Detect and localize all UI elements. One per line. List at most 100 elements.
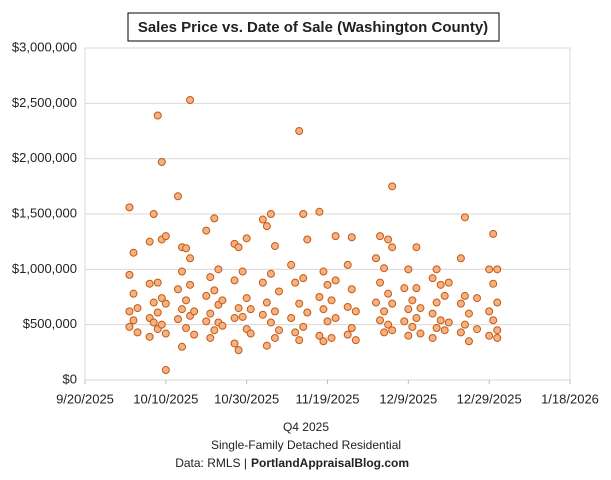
- point: [351, 336, 360, 345]
- point: [173, 192, 182, 201]
- point: [440, 291, 449, 300]
- point: [303, 308, 312, 317]
- point: [327, 296, 336, 305]
- point: [270, 307, 279, 316]
- point: [238, 267, 247, 276]
- point: [473, 294, 482, 303]
- x-tick-label: 10/30/2025: [214, 391, 279, 406]
- point: [266, 210, 275, 218]
- point: [456, 254, 465, 263]
- point: [331, 232, 340, 241]
- point: [489, 229, 498, 238]
- point: [234, 243, 243, 252]
- point: [428, 309, 437, 318]
- point: [372, 298, 380, 307]
- point: [230, 314, 239, 323]
- point: [133, 304, 142, 313]
- x-tick-label: 9/20/2025: [56, 391, 114, 406]
- point: [408, 322, 417, 331]
- point: [270, 333, 279, 342]
- point: [182, 244, 191, 253]
- y-tick-label: $2,000,000: [12, 150, 77, 165]
- point: [493, 265, 502, 274]
- point: [238, 312, 247, 321]
- point: [380, 307, 389, 316]
- point: [376, 278, 385, 287]
- point: [456, 328, 465, 337]
- point: [218, 321, 227, 330]
- point: [258, 215, 267, 224]
- point: [173, 285, 182, 294]
- point: [384, 235, 393, 244]
- point: [432, 298, 441, 307]
- point: [210, 326, 219, 335]
- point: [206, 309, 215, 318]
- point: [149, 318, 158, 327]
- point: [319, 337, 328, 346]
- point: [299, 322, 308, 331]
- point: [270, 242, 279, 251]
- point: [299, 210, 308, 218]
- point: [343, 302, 352, 311]
- point: [295, 299, 304, 308]
- point: [428, 333, 437, 342]
- point: [299, 274, 308, 283]
- point: [323, 280, 332, 289]
- point: [493, 333, 502, 342]
- note: Single-Family Detached Residential: [211, 438, 401, 452]
- point: [202, 291, 211, 300]
- point: [129, 248, 138, 257]
- x-tick-label: 12/29/2025: [457, 391, 522, 406]
- point: [416, 329, 425, 338]
- point: [190, 330, 199, 339]
- point: [432, 265, 441, 274]
- point: [125, 270, 134, 279]
- point: [327, 333, 336, 342]
- chart-title: Sales Price vs. Date of Sale (Washington…: [138, 19, 488, 36]
- point: [315, 293, 324, 301]
- point: [262, 341, 271, 350]
- x-tick-label: 10/10/2025: [133, 391, 198, 406]
- point: [186, 96, 195, 105]
- x-tick-label: 11/19/2025: [295, 391, 359, 406]
- point: [291, 278, 300, 287]
- point: [315, 331, 324, 340]
- point: [206, 333, 215, 342]
- point: [266, 269, 275, 278]
- point: [262, 222, 271, 231]
- point: [319, 305, 328, 314]
- x-tick-label: 12/9/2025: [379, 391, 437, 406]
- y-tick-label: $2,500,000: [12, 95, 77, 110]
- point: [380, 264, 389, 273]
- point: [331, 314, 340, 323]
- point: [287, 260, 296, 269]
- point: [157, 294, 166, 303]
- point: [303, 235, 312, 244]
- point: [460, 291, 469, 300]
- y-tick-label: $1,000,000: [12, 261, 77, 276]
- point: [129, 289, 138, 298]
- point: [145, 237, 154, 246]
- point: [230, 339, 239, 348]
- point: [182, 323, 191, 332]
- point: [489, 279, 498, 288]
- point: [145, 279, 154, 288]
- point: [436, 316, 445, 325]
- point: [246, 305, 255, 314]
- point: [202, 317, 211, 326]
- y-tick-label: $3,000,000: [12, 39, 77, 54]
- point: [323, 317, 332, 326]
- point: [440, 326, 449, 335]
- point: [258, 310, 267, 319]
- point: [493, 326, 502, 335]
- y-tick-label: $500,000: [23, 316, 77, 331]
- point: [351, 307, 360, 316]
- point: [157, 157, 166, 166]
- point: [242, 294, 251, 303]
- point: [210, 214, 219, 223]
- point: [464, 309, 473, 318]
- point: [432, 323, 441, 332]
- point: [460, 320, 469, 329]
- point: [266, 318, 275, 327]
- point: [133, 328, 142, 337]
